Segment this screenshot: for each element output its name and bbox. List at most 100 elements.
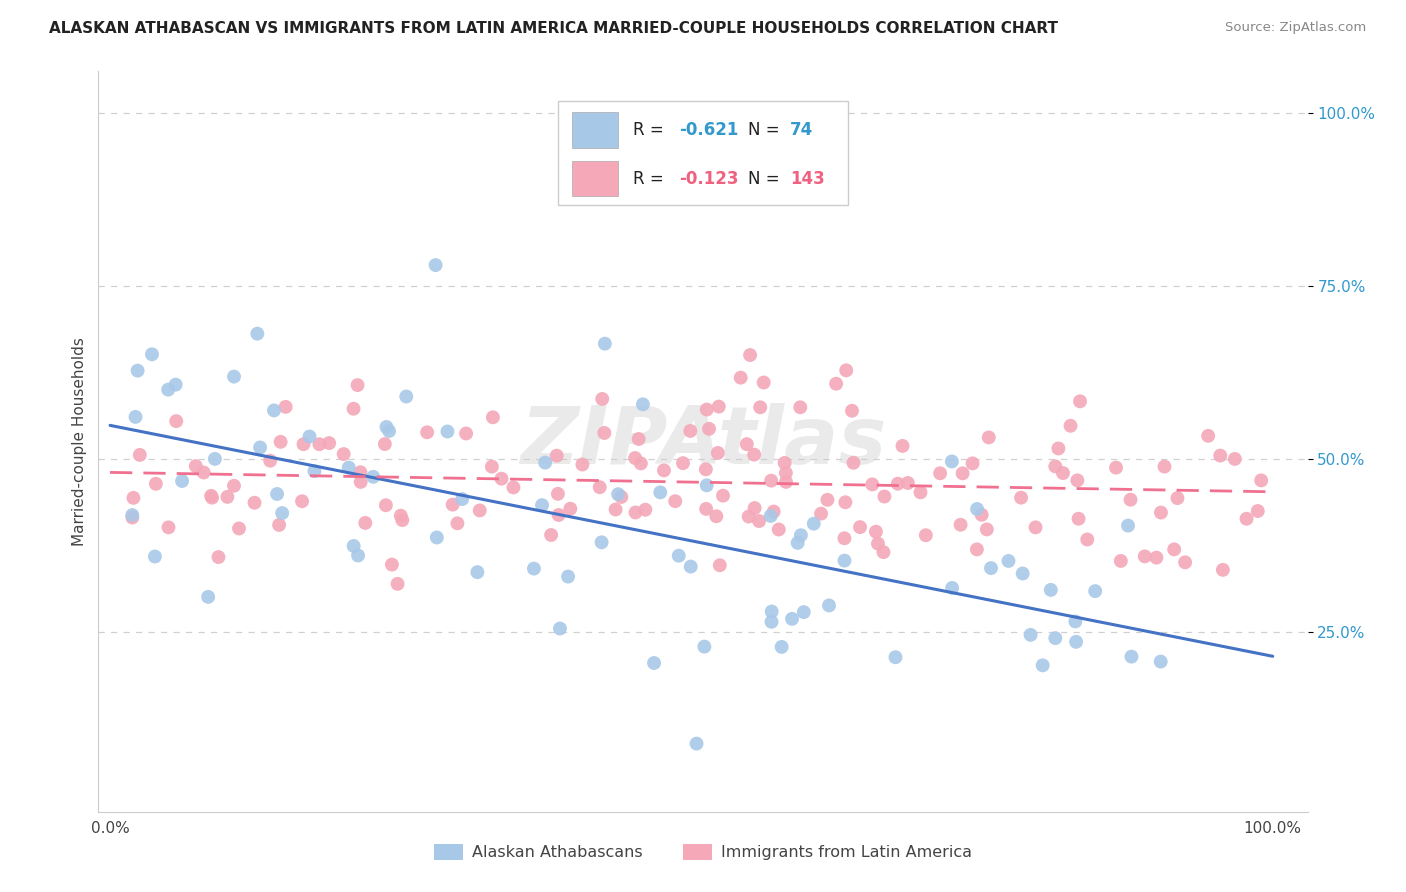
Point [346,378,368,392]
Point [1066,474,1088,488]
Point [266,487,288,501]
Point [157,383,180,397]
Point [243,496,266,510]
Point [304,464,326,478]
Point [349,465,371,479]
Point [456,426,478,441]
Point [1109,554,1132,568]
Point [759,508,782,523]
Point [381,558,404,572]
Point [742,448,765,462]
Point [502,480,524,494]
Point [624,505,647,519]
Point [121,508,143,522]
Point [291,494,314,508]
Point [685,737,707,751]
Point [980,561,1002,575]
Point [793,605,815,619]
Point [810,507,832,521]
Point [737,509,759,524]
Point [451,491,474,506]
Point [259,453,281,467]
Point [426,531,449,545]
Point [770,640,793,654]
Point [762,505,785,519]
Point [630,457,652,471]
Point [1045,631,1067,645]
Point [790,528,813,542]
Point [1197,429,1219,443]
Point [1116,518,1139,533]
Point [1150,506,1173,520]
Point [962,457,984,471]
Point [929,467,952,481]
Point [761,615,783,629]
Point [222,479,245,493]
Point [650,485,672,500]
Point [1069,394,1091,409]
Point [825,376,848,391]
Text: N =: N = [748,169,785,187]
Point [775,475,797,489]
Point [631,397,654,411]
Point [1150,655,1173,669]
Point [707,400,730,414]
Point [966,542,988,557]
Point [1163,542,1185,557]
Point [605,502,627,516]
Point [695,502,717,516]
Point [897,475,920,490]
Point [1059,418,1081,433]
Point [481,459,503,474]
Point [709,558,731,573]
Point [308,437,330,451]
Point [1133,549,1156,564]
Point [749,401,772,415]
Point [693,640,716,654]
Point [1084,584,1107,599]
Point [593,336,616,351]
Point [761,474,783,488]
Point [342,401,364,416]
Point [141,347,163,361]
Point [977,430,1000,444]
Point [193,466,215,480]
Point [378,424,401,438]
Text: ZIPAtlas: ZIPAtlas [520,402,886,481]
Point [1119,492,1142,507]
Point [222,369,245,384]
Point [165,377,187,392]
Point [1025,520,1047,534]
Point [704,509,727,524]
Point [200,489,222,503]
FancyBboxPatch shape [572,112,619,148]
Point [866,536,889,550]
Point [735,437,758,451]
Point [1067,512,1090,526]
Point [834,553,856,567]
Point [1166,491,1188,505]
Point [395,390,418,404]
Point [263,403,285,417]
Point [197,590,219,604]
Point [332,447,354,461]
Point [970,508,993,522]
Point [425,258,447,272]
Text: R =: R = [633,121,669,139]
Point [941,581,963,595]
Point [557,569,579,583]
Point [1250,474,1272,488]
Point [165,414,187,428]
Point [696,478,718,492]
Point [748,514,770,528]
Point [664,494,686,508]
Point [817,492,839,507]
Point [1223,452,1246,467]
Point [976,523,998,537]
Point [204,451,226,466]
FancyBboxPatch shape [572,161,619,196]
Point [184,459,207,474]
Point [468,503,491,517]
Point [652,463,675,477]
Point [627,432,650,446]
